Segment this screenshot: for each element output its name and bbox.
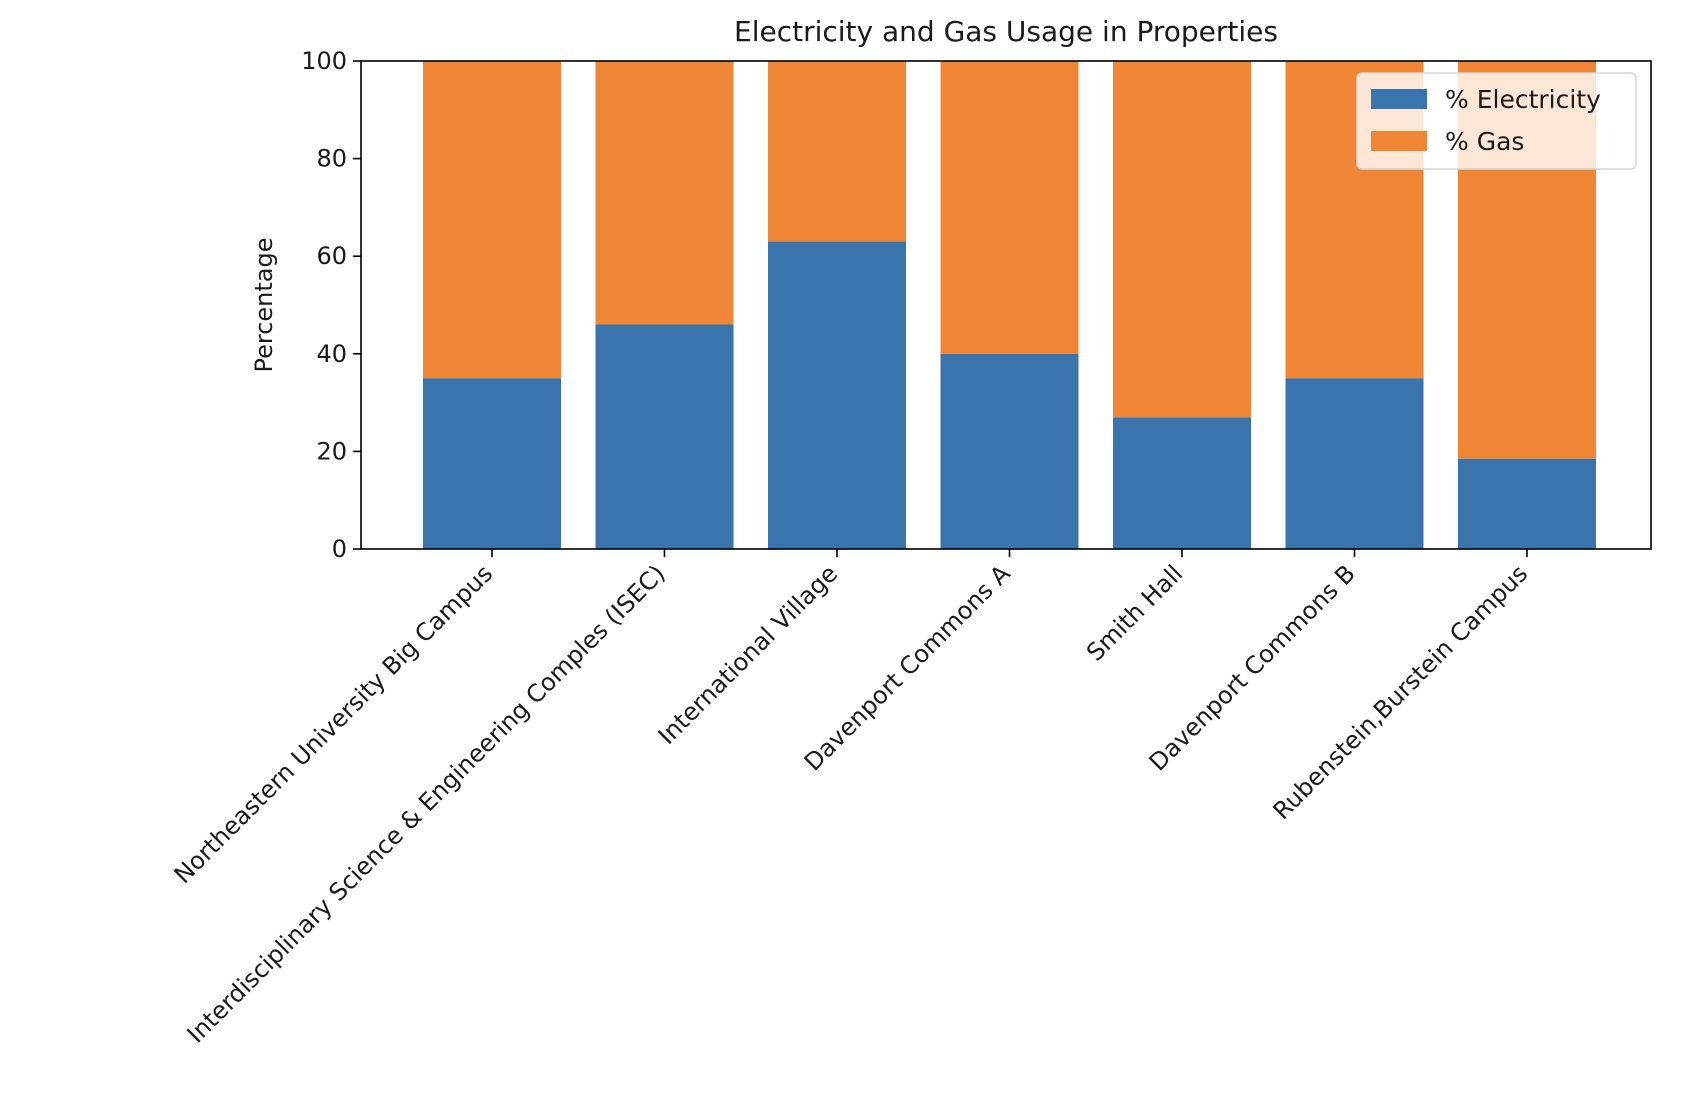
bar-electricity: [1458, 458, 1596, 549]
y-tick-label: 20: [316, 437, 347, 465]
chart-title: Electricity and Gas Usage in Properties: [734, 15, 1278, 48]
legend-label-gas: % Gas: [1445, 127, 1524, 156]
bar-electricity: [940, 353, 1079, 549]
bars-layer: [423, 61, 1596, 549]
y-tick-label: 80: [316, 145, 347, 173]
x-tick-label: Northeastern University Big Campus: [169, 559, 499, 889]
y-tick-label: 60: [316, 242, 347, 270]
plot-frame: [360, 60, 1652, 550]
bar-electricity: [423, 378, 561, 549]
y-tick-label: 100: [301, 47, 347, 75]
x-tick-label: International Village: [653, 559, 843, 749]
x-tick-label: Davenport Commons A: [799, 559, 1016, 776]
legend: % Electricity % Gas: [1356, 72, 1637, 170]
bar-electricity: [1285, 378, 1424, 549]
y-axis: 0 20 40 60 80 100: [301, 47, 361, 563]
y-tick-label: 40: [316, 340, 347, 368]
y-tick-label: 0: [332, 535, 347, 563]
x-tick-label: Smith Hall: [1081, 559, 1188, 666]
legend-label-electricity: % Electricity: [1445, 85, 1601, 114]
bar-gas: [595, 61, 734, 325]
legend-swatch-gas: [1371, 131, 1427, 151]
bar-gas: [768, 61, 906, 242]
bar-gas: [940, 61, 1079, 354]
legend-swatch-electricity: [1371, 89, 1427, 109]
bar-electricity: [768, 241, 906, 549]
bar-gas: [423, 61, 561, 379]
bar-gas: [1113, 61, 1251, 418]
bar-electricity: [1113, 417, 1251, 549]
bar-electricity: [595, 324, 734, 549]
y-axis-label: Percentage: [250, 237, 278, 372]
x-axis: Northeastern University Big CampusInterd…: [169, 549, 1533, 1048]
